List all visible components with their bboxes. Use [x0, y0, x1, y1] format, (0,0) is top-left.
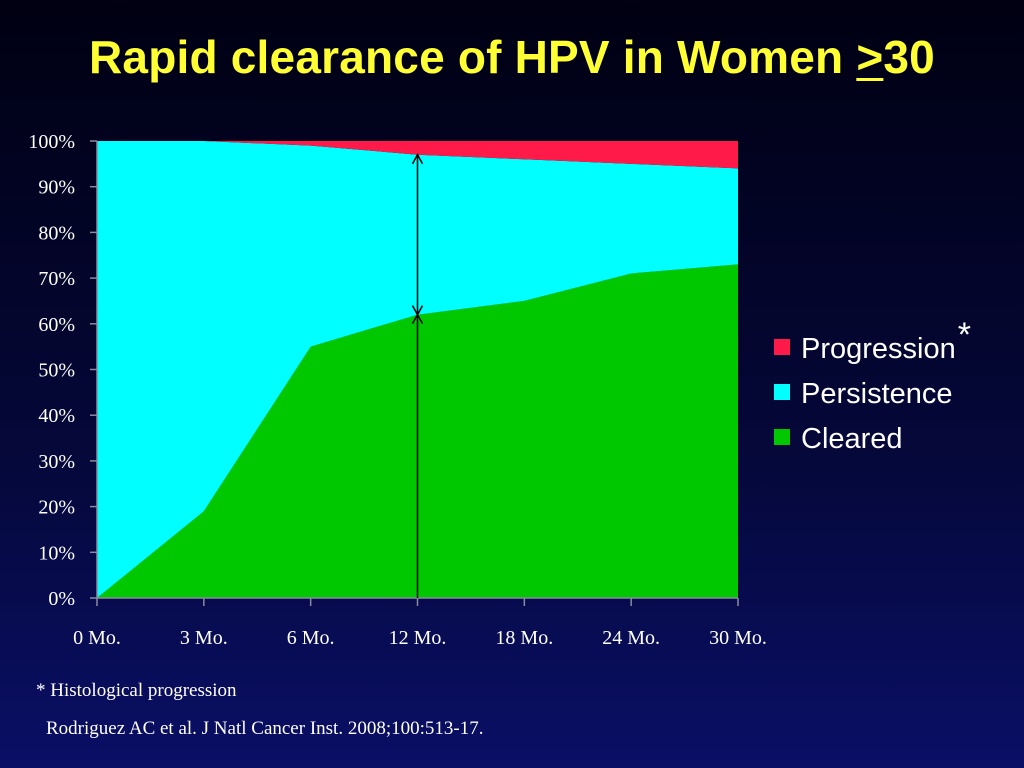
stacked-area-chart: 0% 10% 20% 30% 40% 50% 60% 70% 80% 90% 100% 0 Mo. 3 … [28, 131, 971, 649]
y-tick-label: 30% [38, 451, 75, 473]
title-ge-symbol: > [856, 31, 884, 83]
annotation-arrowhead [411, 313, 424, 325]
legend-swatch-progression [774, 339, 790, 355]
x-tick-label: 12 Mo. [389, 627, 447, 649]
y-tick-label: 90% [38, 177, 75, 199]
y-tick-label: 70% [38, 268, 75, 290]
y-tick-label: 80% [38, 222, 75, 244]
legend-label-progression: Progression [801, 333, 956, 365]
y-tick-label: 0% [48, 588, 75, 610]
page-title: Rapid clearance of HPV in Women >30 [0, 30, 1024, 84]
legend-label-persistence: Persistence [801, 378, 953, 410]
x-tick-label: 24 Mo. [602, 627, 660, 649]
legend-swatch-cleared [774, 429, 790, 445]
legend-label-cleared: Cleared [801, 423, 903, 455]
y-tick-label: 60% [38, 314, 75, 336]
footnote: * Histological progression [36, 680, 237, 701]
y-tick-label: 100% [28, 131, 75, 153]
x-tick-label: 18 Mo. [495, 627, 553, 649]
x-tick-label: 30 Mo. [709, 627, 767, 649]
x-tick-label: 3 Mo. [180, 627, 228, 649]
legend-swatch-persistence [774, 384, 790, 400]
title-text: Rapid clearance of HPV in Women [89, 31, 857, 83]
legend-asterisk: * [958, 316, 971, 354]
chart-annotation [411, 153, 424, 598]
y-tick-label: 40% [38, 405, 75, 427]
y-tick-label: 50% [38, 360, 75, 382]
annotation-arrowhead [411, 153, 424, 165]
title-age: 30 [883, 31, 935, 83]
y-tick-label: 10% [38, 542, 75, 564]
y-tick-label: 20% [38, 497, 75, 519]
area-persistence [97, 141, 738, 598]
x-tick-label: 6 Mo. [287, 627, 335, 649]
citation: Rodriguez AC et al. J Natl Cancer Inst. … [46, 718, 484, 739]
chart-legend: Progression *Persistence Cleared [774, 316, 971, 455]
x-tick-label: 0 Mo. [73, 627, 121, 649]
